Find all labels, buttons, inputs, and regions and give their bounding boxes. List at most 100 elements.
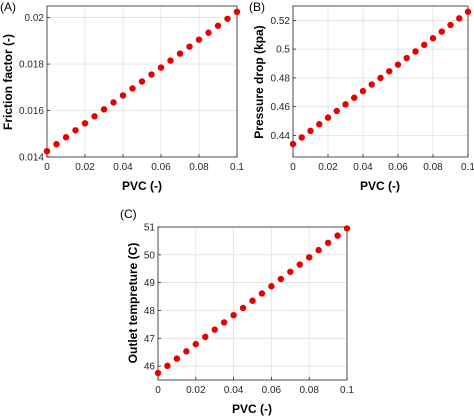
panel-a-data-point xyxy=(138,78,146,85)
panel-b-x-tick-label: 0.04 xyxy=(353,162,373,173)
panel-b-data-point xyxy=(403,54,410,62)
panel-b-data-point xyxy=(394,61,402,68)
panel-b-y-tick-label: 0.48 xyxy=(271,73,291,84)
panel-a-data-point xyxy=(72,127,79,134)
panel-a-data-point xyxy=(81,120,89,127)
panel-c-data-point xyxy=(343,225,351,232)
panel-c-x-tick-label: 0.06 xyxy=(262,385,282,396)
panel-a-data-point xyxy=(129,85,136,92)
panel-b-data-point xyxy=(438,28,445,35)
panel-a-data-point xyxy=(176,50,184,57)
panel-c-y-tick-label: 50 xyxy=(144,250,156,261)
panel-a-data-point xyxy=(224,15,231,22)
panel-c-x-tick-label: 0.04 xyxy=(224,385,244,396)
panel-b-data-point xyxy=(368,81,375,88)
panel-b-x-axis-title: PVC (-) xyxy=(360,179,400,193)
panel-a-y-tick-label: 0.014 xyxy=(19,153,44,164)
panel-a-x-tick-label: 0.04 xyxy=(113,162,133,173)
panel-b-y-tick-label: 0.46 xyxy=(271,102,291,113)
panel-b-x-tick-label: 0.02 xyxy=(318,162,338,173)
panel-c-data-point xyxy=(154,369,162,377)
panel-c-data-point xyxy=(315,246,322,254)
panel-b-data-point xyxy=(342,101,349,108)
panel-a-data-point xyxy=(205,29,212,36)
panel-a-x-tick-label: 0.06 xyxy=(151,162,171,173)
panel-b-data-point xyxy=(447,21,454,29)
panel-a-data-point xyxy=(91,113,98,120)
panel-c-y-tick-label: 51 xyxy=(144,223,156,234)
panel-a-data-point xyxy=(110,99,117,106)
panel-b-data-point xyxy=(316,121,323,128)
panel-a-data-point xyxy=(53,141,60,148)
panel-c-data-point xyxy=(211,326,218,333)
panel-b-x-ticks: 0 0.02 0.04 0.06 0.08 0.1 xyxy=(290,154,474,173)
panel-c-data-point xyxy=(220,319,228,326)
panel-a-y-tick-label: 0.018 xyxy=(19,60,44,71)
panel-c-y-ticks: 46 47 48 49 50 51 xyxy=(144,223,161,373)
panel-c-y-tick-label: 46 xyxy=(144,362,156,373)
panel-c-y-tick-label: 49 xyxy=(144,278,156,289)
panel-a-label: (A) xyxy=(0,0,16,14)
panel-b-data-point xyxy=(412,48,419,55)
panel-b-points xyxy=(289,8,472,148)
panel-b-data-point xyxy=(351,94,358,101)
panel-c-label: (C) xyxy=(120,207,137,221)
panel-c-data-point xyxy=(183,348,190,355)
panel-b-y-ticks: 0.44 0.46 0.48 0.5 0.52 xyxy=(271,16,296,142)
panel-a-plot-area xyxy=(46,5,238,158)
panel-b-x-tick-label: 0 xyxy=(290,162,296,173)
panel-c: (C) 0 0.02 0.04 0.06 0.08 0.1 46 47 48 49 50 51 PV… xyxy=(120,207,354,416)
panel-a-data-point xyxy=(195,36,203,43)
panel-c-data-point xyxy=(239,304,247,312)
panel-b-x-tick-label: 0.06 xyxy=(388,162,408,173)
panel-c-data-point xyxy=(324,239,332,247)
panel-b-y-tick-label: 0.5 xyxy=(276,45,290,56)
panel-a-data-point xyxy=(167,57,174,64)
panel-c-data-point xyxy=(287,268,294,275)
panel-c-x-tick-label: 0.1 xyxy=(340,385,354,396)
panel-c-plot-area xyxy=(157,226,348,381)
panel-c-data-point xyxy=(306,254,313,261)
panel-c-y-tick-label: 48 xyxy=(144,306,156,317)
panel-a-points xyxy=(43,8,241,155)
panel-a-data-point xyxy=(62,134,70,141)
panel-c-data-point xyxy=(277,275,285,283)
panel-b-data-point xyxy=(359,87,367,95)
panel-b-data-point xyxy=(333,107,340,115)
panel-c-data-point xyxy=(296,261,303,268)
panel-b-data-point xyxy=(456,15,463,22)
panel-b-x-tick-label: 0.08 xyxy=(423,162,443,173)
panel-c-x-axis-title: PVC (-) xyxy=(232,402,272,416)
panel-c-data-point xyxy=(173,355,181,362)
panel-b-data-point xyxy=(464,8,472,15)
panel-c-points xyxy=(154,225,351,377)
panel-b-x-tick-label: 0.1 xyxy=(461,162,474,173)
panel-b-y-axis-title: Pressure drop (kpa) xyxy=(252,25,266,138)
panel-b: (B) 0 0.02 0.04 0.06 0.08 0.1 0.44 0.46 0.48 0.5… xyxy=(249,0,474,193)
panel-c-data-point xyxy=(164,362,171,370)
panel-a-y-ticks: 0.014 0.016 0.018 0.02 xyxy=(19,13,50,164)
panel-b-data-point xyxy=(298,134,305,141)
panel-a-data-point xyxy=(119,92,127,99)
panel-a-x-tick-label: 0.02 xyxy=(75,162,95,173)
panel-b-data-point xyxy=(421,41,428,49)
panel-a-x-axis-title: PVC (-) xyxy=(122,179,162,193)
panel-c-x-ticks: 0 0.02 0.04 0.06 0.08 0.1 xyxy=(155,377,354,396)
panel-c-data-point xyxy=(334,232,341,239)
panel-a-data-point xyxy=(186,43,193,50)
panel-b-y-tick-label: 0.52 xyxy=(271,16,291,27)
panel-a-x-ticks: 0 0.02 0.04 0.06 0.08 0.1 xyxy=(44,154,244,173)
panel-b-data-point xyxy=(429,35,437,42)
panel-c-data-point xyxy=(268,283,275,290)
panel-b-data-point xyxy=(386,68,393,75)
panel-a-y-tick-label: 0.02 xyxy=(25,13,45,24)
panel-a-x-tick-label: 0.1 xyxy=(230,162,244,173)
panel-c-y-axis-title: Outlet tempreture (C) xyxy=(126,243,140,364)
panel-c-data-point xyxy=(192,340,199,348)
panel-a-y-tick-label: 0.016 xyxy=(19,106,44,117)
panel-c-y-tick-label: 47 xyxy=(144,334,156,345)
panel-b-data-point xyxy=(324,114,332,121)
panel-b-data-point xyxy=(307,127,314,135)
panel-a-data-point xyxy=(214,22,222,29)
